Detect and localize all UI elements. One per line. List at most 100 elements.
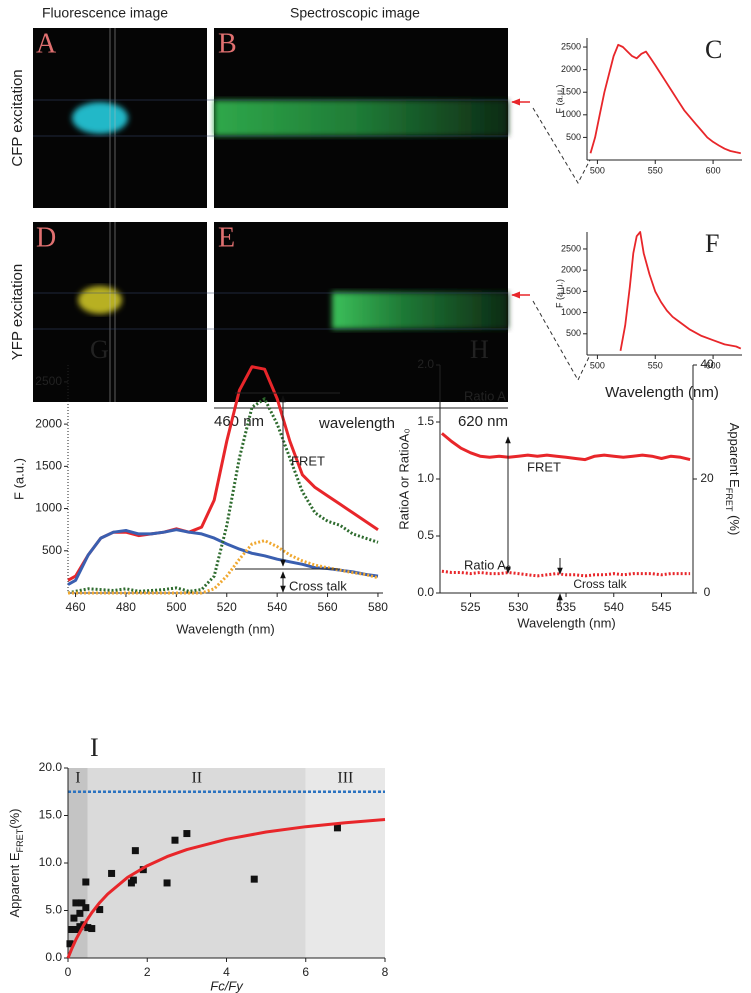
point: [96, 906, 104, 914]
y-tick-label: 0.5: [417, 528, 434, 542]
y-tick-label: 2000: [561, 265, 581, 275]
axis-title: RatioA or RatioA₀: [396, 428, 411, 530]
x-tick-label: 520: [217, 600, 237, 614]
point: [108, 869, 116, 877]
region-label: I: [75, 770, 80, 787]
x-tick-label: 480: [116, 600, 136, 614]
y-tick-label: 1500: [35, 459, 62, 473]
point: [84, 924, 92, 932]
y-tick-label: 5.0: [45, 903, 62, 917]
y-tick-label: 15.0: [39, 808, 63, 822]
cell-cyan: [72, 102, 128, 134]
x-axis-title: Wavelength (nm): [176, 621, 275, 636]
panel-letter: G: [90, 335, 109, 364]
region-label: II: [191, 770, 202, 787]
y-tick-label: 1000: [561, 307, 581, 317]
axis-title: F (a.u.): [554, 84, 564, 113]
x-tick-label: 540: [604, 600, 624, 614]
point: [171, 836, 179, 844]
x-tick-label: 600: [706, 165, 721, 175]
y-tick-label: 2500: [561, 243, 581, 253]
axis-title-part: FRET: [724, 488, 734, 512]
point: [82, 878, 90, 886]
x-tick-label: 500: [166, 600, 186, 614]
axis-title: Apparent EFRET(%): [7, 808, 25, 917]
x-axis-title: Wavelength (nm): [605, 384, 719, 401]
point: [72, 899, 80, 907]
point: [66, 940, 74, 948]
axis-title-part: (%): [7, 808, 22, 828]
series-line: [67, 397, 379, 595]
annotation: FRET: [291, 453, 325, 468]
region-label: III: [337, 770, 353, 787]
point: [129, 876, 137, 884]
image-d: [33, 222, 207, 402]
y2-tick-label: 40: [700, 357, 714, 371]
x-tick-label: 560: [318, 600, 338, 614]
point: [250, 875, 258, 883]
x-axis-title: Fc/Fy: [210, 978, 244, 993]
region: [305, 768, 385, 958]
y-tick-label: 2000: [35, 416, 62, 430]
y2-tick-label: 20: [700, 471, 714, 485]
point: [183, 830, 191, 838]
point: [76, 909, 84, 917]
series-line: [619, 231, 742, 351]
series-label: Ratio A: [464, 388, 506, 403]
spectrum-band: [332, 292, 508, 329]
scale-end: 620 nm: [458, 413, 508, 430]
series-line: [441, 569, 691, 578]
panel-letter: B: [218, 28, 237, 59]
point: [163, 879, 171, 887]
series-label: Ratio A₀: [464, 557, 511, 572]
point: [78, 899, 86, 907]
x-tick-label: 600: [706, 360, 721, 370]
y-tick-label: 1500: [561, 87, 581, 97]
axis-title-part: Apparent E: [7, 852, 22, 917]
point: [82, 904, 90, 912]
header-right: Spectroscopic image: [290, 5, 420, 21]
panel-letter: F: [705, 229, 719, 258]
x-tick-label: 540: [267, 600, 287, 614]
point: [76, 923, 84, 931]
x-tick-label: 535: [556, 600, 576, 614]
x-tick-label: 550: [648, 360, 663, 370]
y-tick-label: 2500: [35, 374, 62, 388]
series-line: [440, 432, 691, 462]
annotation: FRET: [527, 459, 561, 474]
annotation: Cross talk: [573, 577, 627, 591]
y-tick-label: 2.0: [417, 357, 434, 371]
header-left: Fluorescence image: [42, 5, 168, 21]
x-tick-label: 525: [461, 600, 481, 614]
scale-label: wavelength: [318, 415, 395, 432]
connector: [532, 107, 591, 185]
x-tick-label: 2: [144, 965, 151, 979]
panel-letter: A: [36, 28, 57, 59]
x-tick-label: 580: [368, 600, 388, 614]
x-tick-label: 460: [66, 600, 86, 614]
y-tick-label: 2000: [561, 64, 581, 74]
y-tick-label: 500: [566, 132, 581, 142]
series-line: [68, 539, 379, 595]
x-tick-label: 8: [382, 965, 389, 979]
region: [87, 768, 306, 958]
x-tick-label: 6: [302, 965, 309, 979]
x-tick-label: 500: [590, 360, 605, 370]
axis-title-part: (%): [727, 511, 742, 535]
spectrum-band: [214, 100, 508, 136]
y-tick-label: 10.0: [39, 855, 63, 869]
point: [131, 847, 139, 855]
point: [68, 926, 76, 933]
y-tick-label: 1.5: [417, 414, 434, 428]
slit-lines: [109, 28, 116, 402]
x-tick-label: 0: [65, 965, 72, 979]
axis-title-part: Apparent E: [727, 423, 742, 488]
panel-letter: C: [705, 35, 722, 64]
x-tick-label: 500: [590, 165, 605, 175]
point: [88, 925, 96, 933]
point: [333, 824, 341, 832]
panel-letter: E: [218, 222, 235, 253]
y-tick-label: 0.0: [45, 950, 62, 964]
